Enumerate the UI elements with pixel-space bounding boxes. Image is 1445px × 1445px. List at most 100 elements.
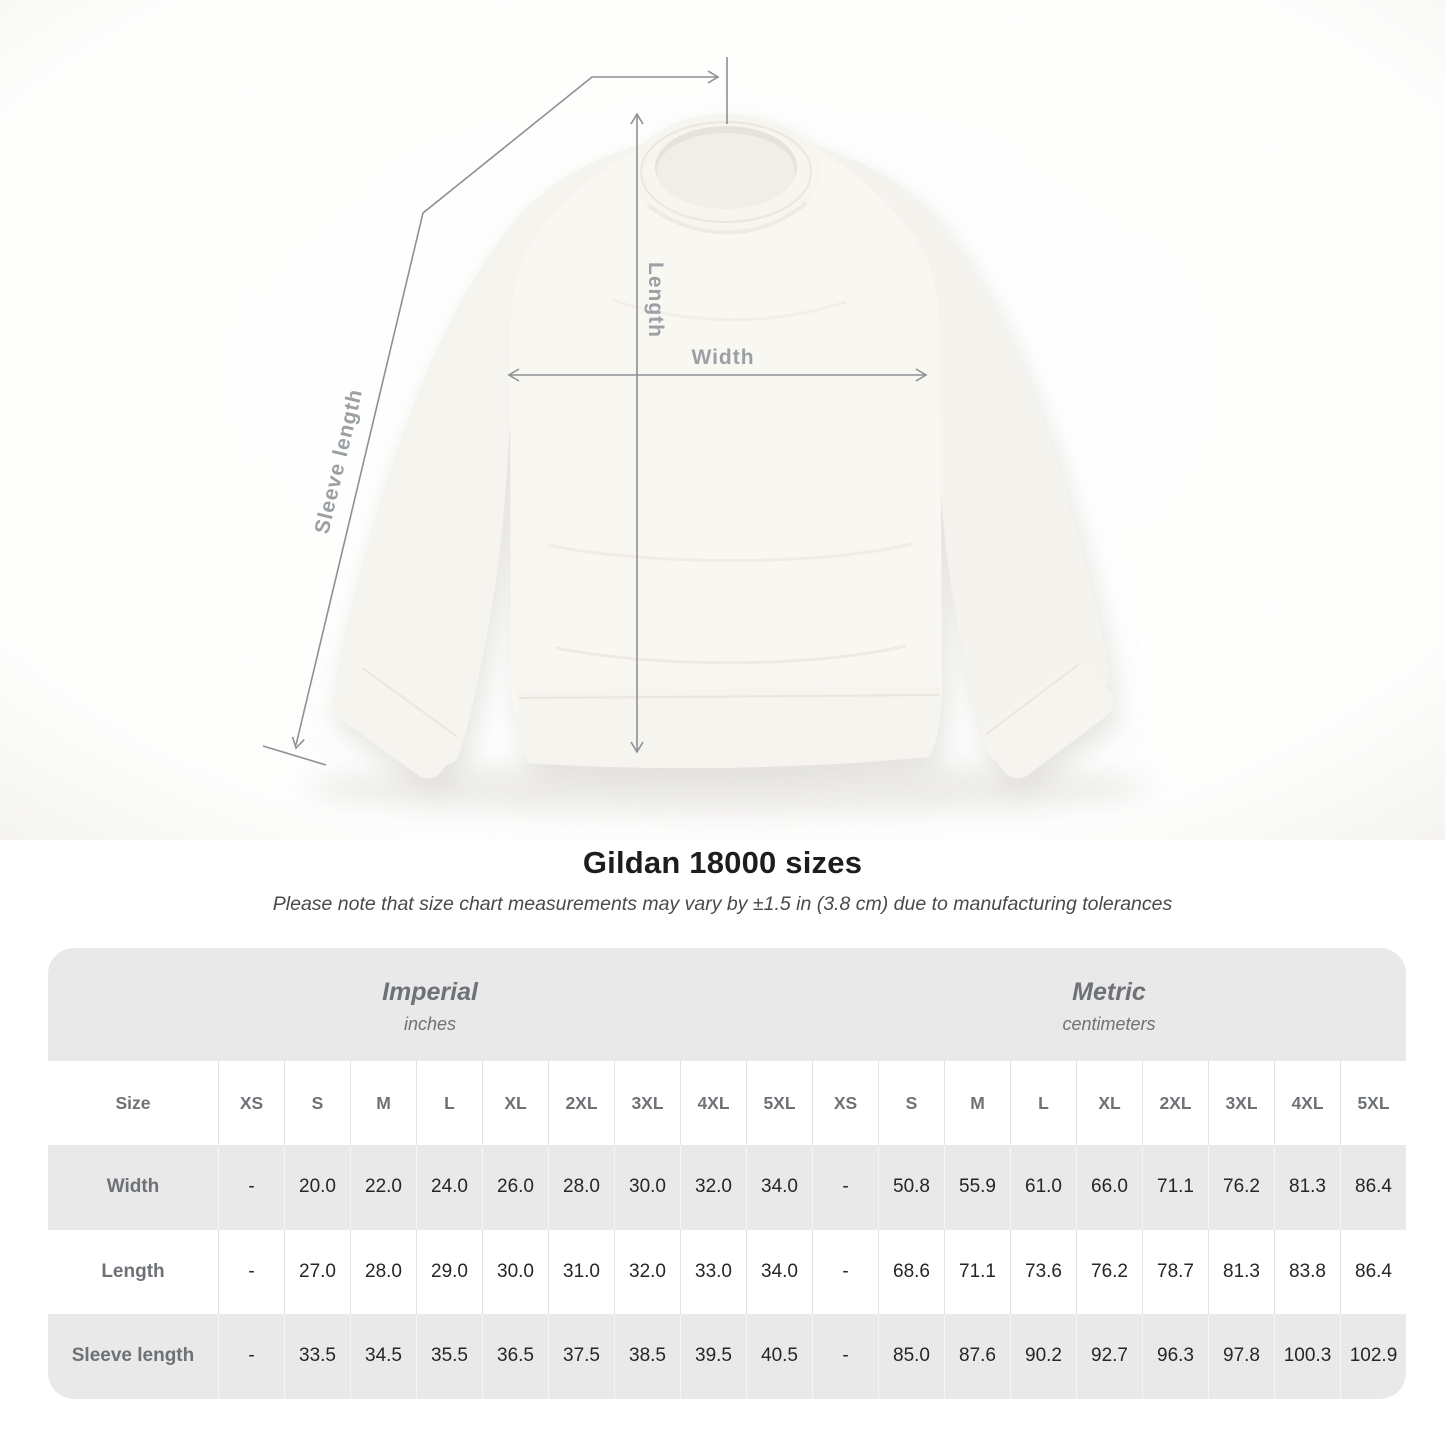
imperial-size-col-header: XS (218, 1061, 284, 1145)
imperial-value-cell: 24.0 (416, 1145, 482, 1230)
sweatshirt-illustration (331, 114, 1114, 779)
crewneck-collar (632, 114, 820, 230)
imperial-value-cell: 26.0 (482, 1145, 548, 1230)
measurement-overlay (262, 57, 928, 766)
imperial-value-cell: 30.0 (482, 1229, 548, 1315)
row-label: Width (106, 1176, 160, 1198)
metric-value-cell: 83.8 (1274, 1229, 1340, 1315)
metric-size-col-header: XS (812, 1061, 878, 1145)
metric-unit-label: centimeters (1062, 1014, 1156, 1034)
imperial-value-cell: 22.0 (350, 1145, 416, 1230)
metric-value-cell: 76.2 (1076, 1229, 1142, 1315)
metric-value-cell: 86.4 (1340, 1229, 1406, 1315)
metric-value-cell: 81.3 (1208, 1229, 1274, 1315)
imperial-value-cell: 31.0 (548, 1229, 614, 1315)
sweatshirt-size-diagram: Length Width Sleeve length (0, 0, 1445, 840)
metric-size-col-header: 3XL (1208, 1061, 1274, 1145)
left-sleeve (337, 140, 660, 766)
imperial-label: Imperial (382, 978, 478, 1006)
right-cuff (982, 661, 1114, 779)
imperial-value-cell: - (218, 1145, 284, 1230)
metric-value-cell: 81.3 (1274, 1145, 1340, 1230)
metric-value-cell: 85.0 (878, 1314, 944, 1399)
imperial-value-cell: 32.0 (680, 1145, 746, 1230)
metric-value-cell: - (812, 1145, 878, 1230)
imperial-unit-label: inches (403, 1014, 457, 1034)
imperial-value-cell: 28.0 (350, 1229, 416, 1315)
metric-value-cell: 97.8 (1208, 1314, 1274, 1399)
imperial-size-col-header: M (350, 1061, 416, 1145)
imperial-size-col-header: S (284, 1061, 350, 1145)
metric-value-cell: 71.1 (1142, 1145, 1208, 1230)
metric-value-cell: 55.9 (944, 1145, 1010, 1230)
imperial-size-col-header: 4XL (680, 1061, 746, 1145)
tolerance-note: Please note that size chart measurements… (272, 893, 1173, 915)
measurement-row: Width -20.0 22.0 24.0 26.0 28.0 30.0 32.0 34.0-5… (48, 1145, 1406, 1230)
body-panel (510, 121, 942, 732)
size-header-row: Size XS S M L XL 2XL 3XL 4XL 5XL XS S M L XL 2XL 3XL 4XL 5… (48, 1061, 1406, 1145)
imperial-value-cell: 38.5 (614, 1314, 680, 1399)
imperial-value-cell: 32.0 (614, 1229, 680, 1315)
metric-value-cell: 96.3 (1142, 1314, 1208, 1399)
metric-value-cell: 92.7 (1076, 1314, 1142, 1399)
unit-group-band: Imperial inches Metric centimeters (48, 948, 1406, 1061)
row-label: Sleeve length (71, 1345, 195, 1367)
metric-value-cell: 87.6 (944, 1314, 1010, 1399)
imperial-value-cell: 33.5 (284, 1314, 350, 1399)
metric-value-cell: 50.8 (878, 1145, 944, 1230)
page-title: Gildan 18000 sizes (582, 845, 863, 880)
imperial-value-cell: 20.0 (284, 1145, 350, 1230)
arrowhead-down (630, 741, 644, 754)
left-cuff (331, 665, 461, 779)
metric-value-cell: 76.2 (1208, 1145, 1274, 1230)
metric-label: Metric (1072, 978, 1146, 1006)
imperial-value-cell: 29.0 (416, 1229, 482, 1315)
metric-value-cell: - (812, 1229, 878, 1315)
metric-size-col-header: XL (1076, 1061, 1142, 1145)
table-rows: Width -20.0 22.0 24.0 26.0 28.0 30.0 32.0 34.0-5… (48, 1145, 1406, 1399)
metric-value-cell: 61.0 (1010, 1145, 1076, 1230)
imperial-size-col-header: 3XL (614, 1061, 680, 1145)
arrowhead-left (507, 368, 520, 382)
imperial-value-cell: 34.0 (746, 1229, 812, 1315)
measurement-row: Length -27.0 28.0 29.0 30.0 31.0 32.0 33.0 34.0-… (48, 1229, 1406, 1315)
imperial-value-cell: 30.0 (614, 1145, 680, 1230)
arrowhead-right (915, 368, 928, 382)
imperial-value-cell: 33.0 (680, 1229, 746, 1315)
waistband (517, 687, 942, 769)
metric-size-col-header: M (944, 1061, 1010, 1145)
imperial-value-cell: - (218, 1314, 284, 1399)
metric-value-cell: 102.9 (1340, 1314, 1406, 1399)
arrowhead-down-left (291, 736, 305, 750)
right-sleeve (792, 140, 1109, 763)
metric-size-col-header: 2XL (1142, 1061, 1208, 1145)
length-measure-label: Length (644, 262, 667, 338)
collar-under-shadow (646, 201, 808, 235)
imperial-value-cell: 34.5 (350, 1314, 416, 1399)
metric-value-cell: 78.7 (1142, 1229, 1208, 1315)
metric-value-cell: 90.2 (1010, 1314, 1076, 1399)
row-label: Length (101, 1260, 165, 1282)
metric-group-header: Metric centimeters (812, 948, 1406, 1061)
wrinkle-line (547, 542, 913, 563)
metric-value-cell: 68.6 (878, 1229, 944, 1315)
imperial-value-cell: 39.5 (680, 1314, 746, 1399)
metric-value-cell: 71.1 (944, 1229, 1010, 1315)
imperial-size-col-header: 5XL (746, 1061, 812, 1145)
wrinkle-line (611, 298, 847, 322)
imperial-size-col-header: 2XL (548, 1061, 614, 1145)
imperial-value-cell: 36.5 (482, 1314, 548, 1399)
heading-block: Gildan 18000 sizes Please note that size… (0, 845, 1445, 916)
sleeve-length-arrow-line (295, 76, 717, 746)
width-measure-label: Width (691, 346, 754, 369)
metric-size-col-header: 5XL (1340, 1061, 1406, 1145)
size-corner-label: Size (115, 1092, 151, 1113)
metric-size-col-header: 4XL (1274, 1061, 1340, 1145)
metric-size-col-header: S (878, 1061, 944, 1145)
imperial-value-cell: - (218, 1229, 284, 1315)
metric-value-cell: 73.6 (1010, 1229, 1076, 1315)
size-chart-table: Imperial inches Metric centimeters Size X… (48, 948, 1406, 1399)
cuff-tick-mark (262, 745, 327, 766)
imperial-value-cell: 37.5 (548, 1314, 614, 1399)
